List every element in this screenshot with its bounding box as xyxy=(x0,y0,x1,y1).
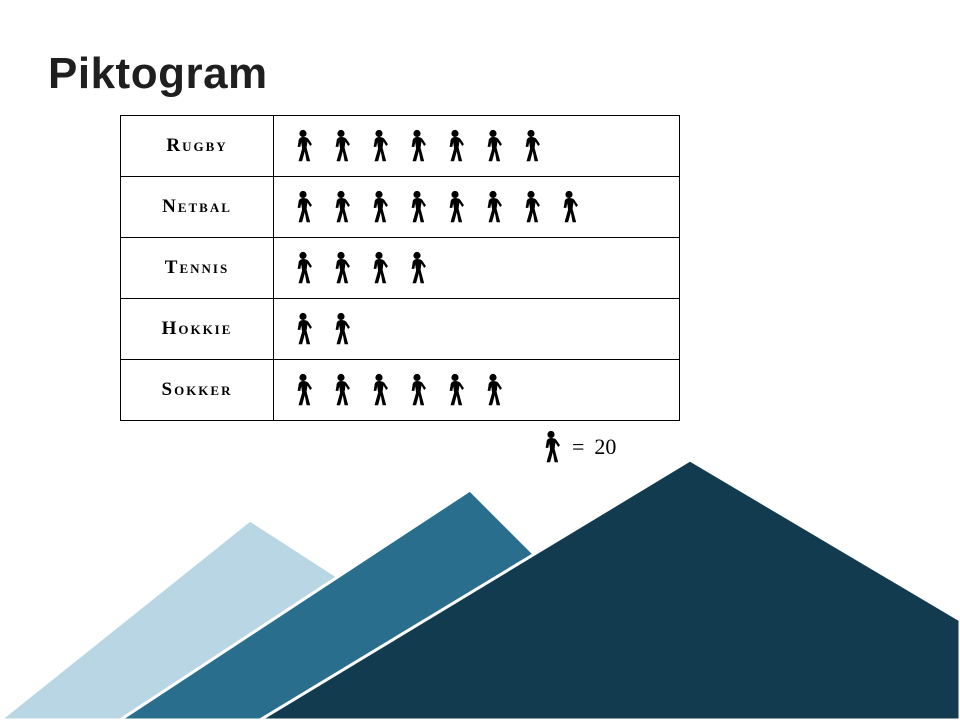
walking-person-icon xyxy=(368,129,390,163)
row-icons xyxy=(274,116,680,177)
table-row: Netbal xyxy=(121,177,680,238)
row-icons xyxy=(274,177,680,238)
legend-value: 20 xyxy=(594,434,616,460)
walking-person-icon xyxy=(520,190,542,224)
walking-person-icon xyxy=(330,373,352,407)
walking-person-icon xyxy=(330,129,352,163)
table-row: Rugby xyxy=(121,116,680,177)
walking-person-icon xyxy=(292,373,314,407)
walking-person-icon xyxy=(330,251,352,285)
walking-person-icon xyxy=(482,190,504,224)
walking-person-icon xyxy=(540,430,562,464)
table-row: Hokkie xyxy=(121,299,680,360)
table-row: Tennis xyxy=(121,238,680,299)
walking-person-icon xyxy=(482,373,504,407)
walking-person-icon xyxy=(558,190,580,224)
legend-equals: = xyxy=(572,434,584,460)
walking-person-icon xyxy=(444,129,466,163)
walking-person-icon xyxy=(444,190,466,224)
walking-person-icon xyxy=(482,129,504,163)
row-label: Netbal xyxy=(121,177,274,238)
walking-person-icon xyxy=(292,251,314,285)
row-icons xyxy=(274,360,680,421)
row-icons xyxy=(274,299,680,360)
walking-person-icon xyxy=(406,251,428,285)
slide-decoration xyxy=(0,460,960,720)
walking-person-icon xyxy=(368,373,390,407)
pictogram-legend: = 20 xyxy=(540,430,616,464)
pictogram-table: RugbyNetbalTennisHokkieSokker xyxy=(120,115,680,421)
walking-person-icon xyxy=(368,190,390,224)
walking-person-icon xyxy=(292,190,314,224)
row-label: Sokker xyxy=(121,360,274,421)
walking-person-icon xyxy=(368,251,390,285)
walking-person-icon xyxy=(406,129,428,163)
row-icons xyxy=(274,238,680,299)
page-title: Piktogram xyxy=(48,49,268,99)
walking-person-icon xyxy=(520,129,542,163)
walking-person-icon xyxy=(406,190,428,224)
walking-person-icon xyxy=(330,312,352,346)
walking-person-icon xyxy=(406,373,428,407)
walking-person-icon xyxy=(292,312,314,346)
table-row: Sokker xyxy=(121,360,680,421)
walking-person-icon xyxy=(292,129,314,163)
row-label: Hokkie xyxy=(121,299,274,360)
row-label: Rugby xyxy=(121,116,274,177)
walking-person-icon xyxy=(444,373,466,407)
walking-person-icon xyxy=(330,190,352,224)
row-label: Tennis xyxy=(121,238,274,299)
